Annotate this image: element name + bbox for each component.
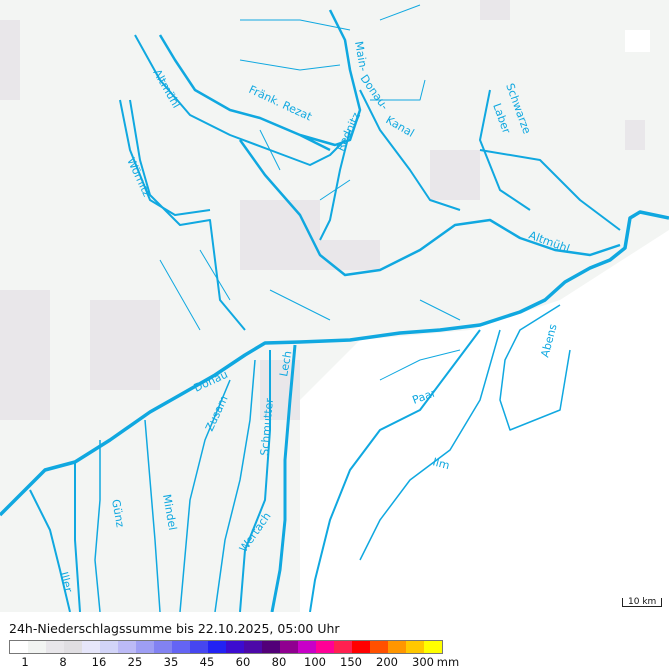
legend-tick-label: 1 [21,655,29,669]
legend-unit: mm [436,655,460,669]
legend-swatch [190,641,208,653]
legend-tick-label: 45 [199,655,215,669]
label-main: Main- [352,40,370,72]
legend-swatch [226,641,244,653]
legend-tick-label: 16 [91,655,107,669]
river-donau [0,210,669,517]
no-precip-patch [625,30,650,52]
legend-swatch [64,641,82,653]
river-woernitz [119,99,211,216]
river-mindel [144,419,161,612]
legend-title: 24h-Niederschlagssumme bis 22.10.2025, 0… [9,621,340,636]
legend-tick-label: 300 [412,655,434,669]
label-mindel: Mindel [160,493,179,531]
legend-swatch [370,641,388,653]
legend-swatch [424,641,442,653]
label-schmutter: Schmutter [258,397,276,456]
river-wertach [239,350,271,612]
legend-tick-label: 35 [163,655,179,669]
legend-swatch [262,641,280,653]
legend-swatch [406,641,424,653]
legend-swatch [28,641,46,653]
legend-swatch [46,641,64,653]
river-iller [29,462,81,612]
legend-swatch [172,641,190,653]
river-tributaries [159,4,461,381]
legend-swatch [388,641,406,653]
scale-label: 10 km [628,597,657,607]
legend-swatch [136,641,154,653]
label-ilm: Ilm [431,455,451,472]
river-ilm [359,329,501,561]
precipitation-map[interactable]: Altmühl Fränk. Rezat Main- Donau- Kanal … [0,0,669,612]
label-iller: Iller [57,570,75,594]
river-guenz [94,440,101,612]
legend-swatch [316,641,334,653]
river-lech [270,344,297,612]
legend-tick-label: 100 [304,655,326,669]
river-schmutter [214,359,256,612]
legend-tick-label: 200 [376,655,398,669]
legend-swatch [82,641,100,653]
legend-color-bar [9,640,443,654]
legend-swatch [118,641,136,653]
river-zusam [179,379,231,612]
legend-tick-label: 60 [235,655,251,669]
legend-swatch [244,641,262,653]
label-guenz: Günz [109,498,127,528]
river-rezat [129,34,346,331]
legend-swatch [280,641,298,653]
river-altmuehl [158,9,621,277]
legend-tick-label: 25 [127,655,143,669]
light-precip-patches [0,0,645,420]
no-precip-area [300,230,669,612]
rivers [0,4,669,612]
river-rednitz [319,89,621,241]
legend-swatch [334,641,352,653]
legend-swatch [208,641,226,653]
legend-swatch [352,641,370,653]
label-lech: Lech [277,350,294,378]
legend-swatch [100,641,118,653]
legend-swatch [154,641,172,653]
legend-swatch [10,641,28,653]
legend-tick-label: 150 [340,655,362,669]
legend-tick-label: 8 [59,655,67,669]
scale-bar [622,598,662,607]
legend-tick-label: 80 [271,655,287,669]
river-paar [309,329,481,612]
legend-swatch [298,641,316,653]
river-abens [499,304,571,431]
